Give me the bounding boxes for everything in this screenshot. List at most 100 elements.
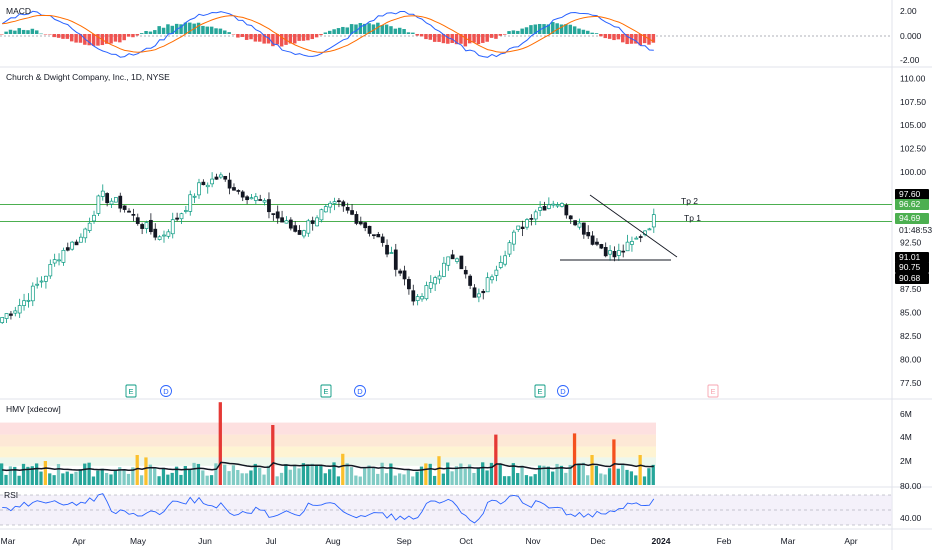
candle <box>175 212 180 222</box>
candle <box>4 313 9 324</box>
macd-tick: 2.00 <box>900 6 917 16</box>
candle <box>79 233 83 243</box>
macd-hist-bar <box>332 29 336 34</box>
volume-bar <box>174 466 179 485</box>
macd-hist-bar <box>625 34 629 45</box>
volume-bar <box>481 462 485 485</box>
candle <box>350 204 354 216</box>
volume-bar <box>126 473 131 485</box>
macd-hist-bar <box>266 34 271 44</box>
candle <box>520 220 525 237</box>
candlestick-series <box>0 172 656 325</box>
candle <box>420 293 424 302</box>
volume-moving-average <box>2 461 654 472</box>
volume-bar <box>502 476 507 485</box>
candle <box>87 217 92 233</box>
candle <box>70 240 75 251</box>
candle <box>236 189 241 195</box>
volume-bar <box>393 475 397 485</box>
volume-bar <box>0 463 4 485</box>
macd-hist-bar <box>13 30 17 34</box>
candle <box>516 225 521 232</box>
volume-bar <box>271 425 275 485</box>
candle <box>114 197 118 203</box>
dividend-event-icon[interactable]: D <box>160 385 172 397</box>
macd-hist-bar <box>170 25 175 34</box>
macd-hist-bar <box>507 31 511 34</box>
macd-signal-line <box>2 15 655 53</box>
candle <box>625 234 630 252</box>
macd-hist-bar <box>4 31 8 34</box>
macd-hist-bar <box>205 26 210 34</box>
macd-hist-bar <box>502 34 507 35</box>
macd-hist-bar <box>511 30 516 34</box>
price-tag-label: 94.69 <box>899 213 921 223</box>
volume-bar <box>205 475 209 485</box>
candle <box>100 184 105 201</box>
volume-bar <box>638 455 642 485</box>
volume-bar <box>546 466 550 485</box>
candle <box>411 284 416 306</box>
candle <box>393 243 398 277</box>
dividend-event-icon[interactable]: D <box>557 385 569 397</box>
volume-bar <box>371 467 376 485</box>
earnings-event-icon[interactable]: E <box>320 384 332 398</box>
earnings-event-icon[interactable]: E <box>125 384 137 398</box>
rsi-title: RSI <box>4 490 18 500</box>
macd-hist-bar <box>240 34 245 38</box>
candle <box>57 253 61 266</box>
candle <box>192 193 197 204</box>
macd-hist-bar <box>424 34 428 40</box>
candle <box>385 239 389 258</box>
macd-hist-bar <box>638 34 643 46</box>
candle <box>354 211 359 226</box>
volume-bar <box>599 473 603 485</box>
volume-bar <box>96 470 100 485</box>
price-pane: 110.00107.50105.00102.50100.0097.5095.00… <box>0 72 932 398</box>
candle <box>319 208 324 223</box>
volume-bar <box>87 462 91 485</box>
macd-hist-bar <box>498 34 503 36</box>
price-tick: 92.50 <box>900 237 922 247</box>
volume-bar <box>411 476 415 485</box>
volume-bar <box>279 472 284 485</box>
candle <box>529 214 534 226</box>
macd-hist-bar <box>69 34 74 42</box>
earnings-event-icon[interactable]: E <box>707 384 719 398</box>
volume-bands <box>0 422 656 466</box>
candle <box>485 272 490 293</box>
candle <box>148 213 153 235</box>
earnings-event-icon[interactable]: E <box>534 384 546 398</box>
candle <box>240 190 245 202</box>
volume-bar <box>153 467 157 485</box>
candle <box>337 198 341 208</box>
macd-hist-bar <box>621 34 625 43</box>
candle <box>179 212 184 225</box>
macd-hist-bar <box>489 34 494 38</box>
time-axis-label: Oct <box>459 536 473 546</box>
price-tag: 91.01 <box>895 252 929 263</box>
volume-bar <box>559 465 564 485</box>
volume-bar <box>74 471 78 485</box>
volume-bar <box>17 475 21 485</box>
volume-bar <box>402 474 406 485</box>
dividend-event-icon[interactable]: D <box>354 385 366 397</box>
volume-bar <box>314 464 319 485</box>
triangle-upper-trendline[interactable] <box>589 194 678 258</box>
macd-hist-bar <box>183 22 188 34</box>
volume-bars <box>0 402 655 485</box>
macd-hist-bar <box>91 34 96 46</box>
volume-bar <box>345 463 349 485</box>
volume-bar <box>511 463 515 485</box>
price-tag: 97.60 <box>895 189 929 200</box>
candle <box>262 198 267 206</box>
volume-bar <box>83 463 87 485</box>
candle <box>144 220 149 234</box>
volume-bar <box>437 456 441 485</box>
macd-hist-bar <box>616 34 621 40</box>
candle <box>197 178 201 199</box>
volume-bar <box>415 471 419 485</box>
event-label: D <box>357 387 363 396</box>
rsi-tick: 80.00 <box>900 481 922 491</box>
